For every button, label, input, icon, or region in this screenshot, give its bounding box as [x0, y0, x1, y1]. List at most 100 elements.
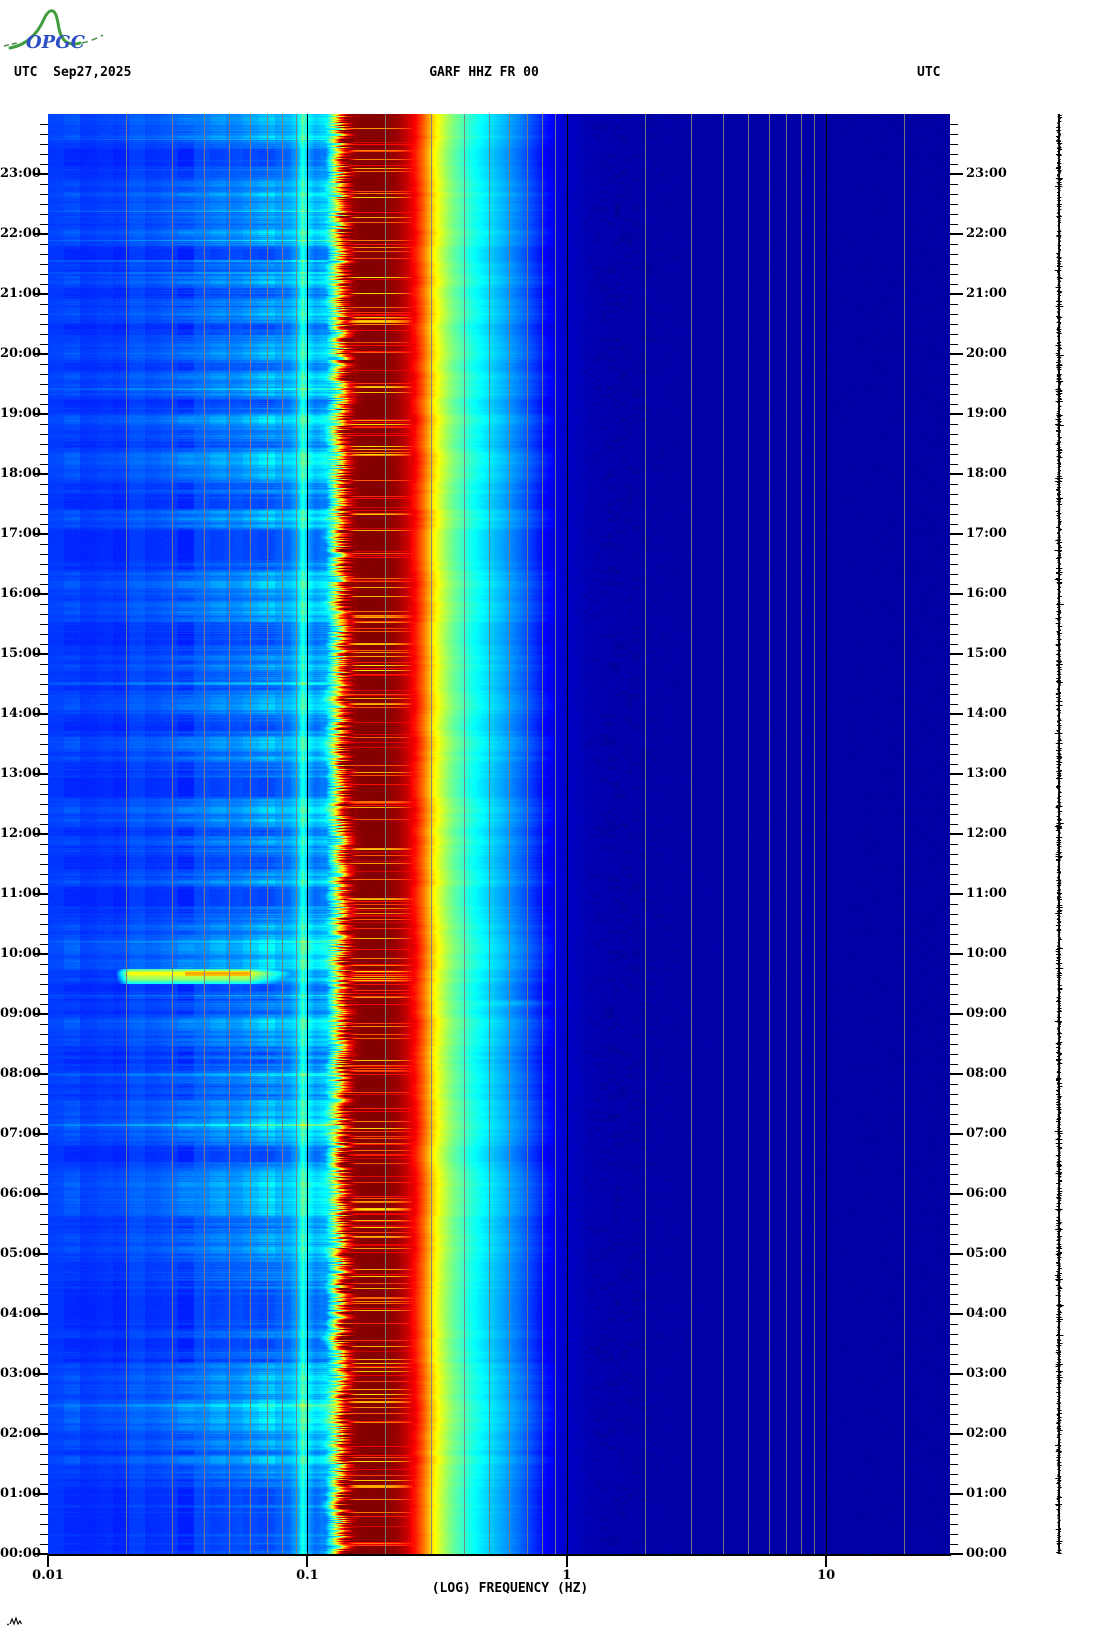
time-label-left: 07:00 [0, 1126, 41, 1141]
y-minor-tick-left [40, 1144, 48, 1145]
y-minor-tick-right [950, 284, 958, 285]
time-label-left: 00:00 [0, 1546, 41, 1561]
y-minor-tick-right [950, 674, 958, 675]
y-minor-tick-left [40, 1214, 48, 1215]
y-minor-tick-right [950, 1274, 958, 1275]
y-minor-tick-right [950, 324, 958, 325]
x-major-tick [565, 1554, 568, 1567]
y-minor-tick-right [950, 604, 958, 605]
y-minor-tick-right [950, 154, 958, 155]
time-label-left: 03:00 [0, 1366, 41, 1381]
y-minor-tick-left [40, 634, 48, 635]
y-minor-tick-left [40, 1514, 48, 1515]
y-major-tick-right [950, 893, 963, 895]
y-minor-tick-left [40, 554, 48, 555]
y-minor-tick-left [40, 454, 48, 455]
time-label-left: 22:00 [0, 226, 41, 241]
y-major-tick-left [35, 833, 48, 835]
y-major-tick-left [35, 1193, 48, 1195]
y-minor-tick-right [950, 434, 958, 435]
y-minor-tick-left [40, 874, 48, 875]
y-major-tick-left [35, 1013, 48, 1015]
y-minor-tick-right [950, 1174, 958, 1175]
y-minor-tick-right [950, 1114, 958, 1115]
time-label-right: 10:00 [966, 946, 1007, 961]
y-minor-tick-right [950, 1534, 958, 1535]
y-minor-tick-left [40, 434, 48, 435]
header-left: UTC Sep27,2025 [14, 65, 131, 80]
y-minor-tick-left [40, 544, 48, 545]
y-minor-tick-right [950, 504, 958, 505]
y-minor-tick-right [950, 134, 958, 135]
y-minor-tick-left [40, 1504, 48, 1505]
y-minor-tick-left [40, 224, 48, 225]
y-minor-tick-left [40, 1244, 48, 1245]
y-minor-tick-right [950, 1144, 958, 1145]
y-minor-tick-right [950, 544, 958, 545]
y-minor-tick-right [950, 1544, 958, 1545]
y-minor-tick-left [40, 494, 48, 495]
y-minor-tick-right [950, 964, 958, 965]
y-major-tick-left [35, 173, 48, 175]
y-minor-tick-left [40, 1104, 48, 1105]
y-minor-tick-left [40, 1424, 48, 1425]
y-major-tick-right [950, 1193, 963, 1195]
time-label-left: 12:00 [0, 826, 41, 841]
y-minor-tick-left [40, 304, 48, 305]
y-minor-tick-right [950, 1504, 958, 1505]
y-major-tick-left [35, 293, 48, 295]
y-major-tick-right [950, 953, 963, 955]
y-major-tick-right [950, 653, 963, 655]
time-label-left: 20:00 [0, 346, 41, 361]
y-minor-tick-right [950, 564, 958, 565]
y-minor-tick-right [950, 1474, 958, 1475]
y-minor-tick-right [950, 1364, 958, 1365]
time-label-right: 03:00 [966, 1366, 1007, 1381]
y-major-tick-right [950, 533, 963, 535]
y-minor-tick-left [40, 1154, 48, 1155]
opgc-logo: OPGC [3, 9, 104, 53]
y-minor-tick-right [950, 374, 958, 375]
y-minor-tick-left [40, 1324, 48, 1325]
y-minor-tick-right [950, 334, 958, 335]
y-minor-tick-left [40, 574, 48, 575]
y-minor-tick-left [40, 484, 48, 485]
y-major-tick-right [950, 293, 963, 295]
y-minor-tick-left [40, 1224, 48, 1225]
y-minor-tick-left [40, 1044, 48, 1045]
time-label-right: 09:00 [966, 1006, 1007, 1021]
y-minor-tick-left [40, 504, 48, 505]
y-major-tick-right [950, 1553, 963, 1555]
y-minor-tick-left [40, 1474, 48, 1475]
y-minor-tick-left [40, 1294, 48, 1295]
y-minor-tick-right [950, 1524, 958, 1525]
time-label-right: 05:00 [966, 1246, 1007, 1261]
time-label-left: 14:00 [0, 706, 41, 721]
time-label-left: 16:00 [0, 586, 41, 601]
y-minor-tick-right [950, 1214, 958, 1215]
y-minor-tick-left [40, 604, 48, 605]
y-minor-tick-right [950, 1234, 958, 1235]
y-minor-tick-right [950, 314, 958, 315]
y-minor-tick-left [40, 1484, 48, 1485]
time-label-left: 17:00 [0, 526, 41, 541]
y-minor-tick-left [40, 764, 48, 765]
time-label-right: 22:00 [966, 226, 1007, 241]
y-minor-tick-left [40, 1414, 48, 1415]
y-minor-tick-left [40, 204, 48, 205]
y-minor-tick-left [40, 244, 48, 245]
y-major-tick-right [950, 1493, 963, 1495]
x-axis-line [48, 1554, 951, 1556]
y-minor-tick-right [950, 864, 958, 865]
y-minor-tick-left [40, 1534, 48, 1535]
y-major-tick-right [950, 1373, 963, 1375]
y-minor-tick-right [950, 1464, 958, 1465]
y-minor-tick-left [40, 1364, 48, 1365]
y-minor-tick-left [40, 344, 48, 345]
y-minor-tick-left [40, 1354, 48, 1355]
y-minor-tick-left [40, 614, 48, 615]
y-minor-tick-left [40, 1234, 48, 1235]
y-minor-tick-right [950, 1454, 958, 1455]
time-label-left: 01:00 [0, 1486, 41, 1501]
logo-dash-right-icon [81, 34, 104, 44]
